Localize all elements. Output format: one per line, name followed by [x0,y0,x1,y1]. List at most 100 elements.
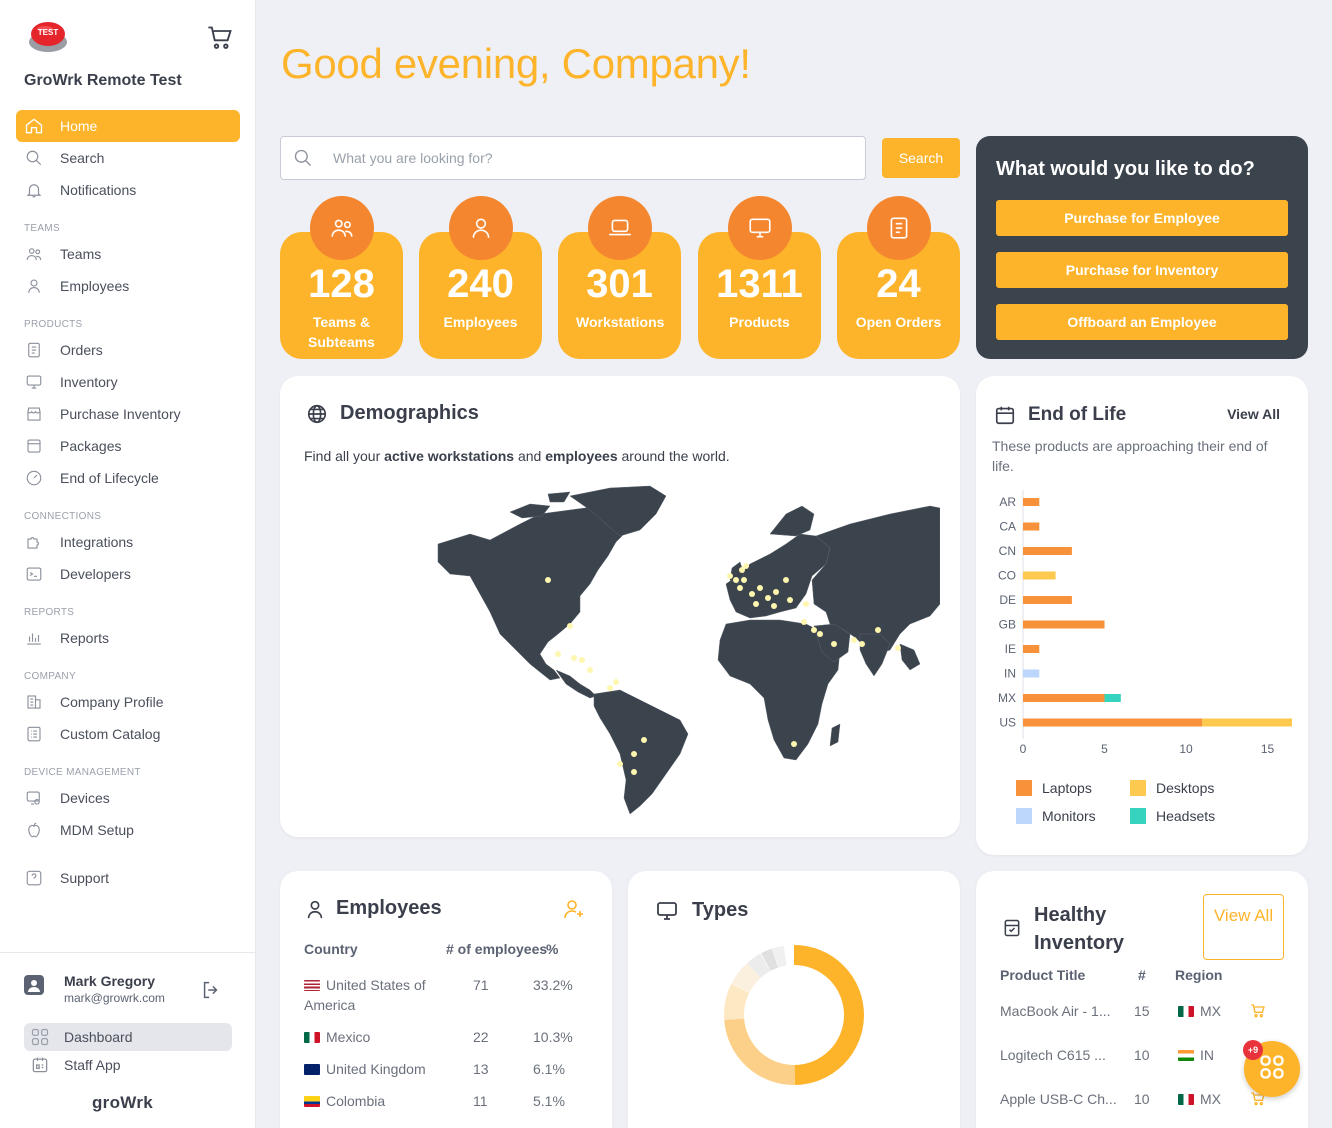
app-staff[interactable]: Staff App [24,1051,232,1079]
sidebar: TEST GroWrk Remote Test Home Search Noti… [0,0,256,1128]
employee-percent: 5.1% [533,1093,565,1109]
user-icon [304,897,326,926]
offboard-employee-button[interactable]: Offboard an Employee [996,304,1288,340]
sidebar-item-reports[interactable]: Reports [16,622,240,654]
company-logo: TEST [28,20,68,54]
sidebar-item-label: Custom Catalog [60,726,161,742]
sidebar-item-orders[interactable]: Orders [16,334,240,366]
sidebar-item-label: Search [60,150,105,166]
stat-value: 240 [447,262,514,306]
demographics-title: Demographics [340,402,479,424]
y-tick-label: AR [999,495,1016,509]
sidebar-item-label: Teams [60,246,102,262]
sidebar-item-end-of-lifecycle[interactable]: End of Lifecycle [16,462,240,494]
sidebar-item-home[interactable]: Home [16,110,240,142]
sidebar-item-employees[interactable]: Employees [16,270,240,302]
monitor-icon [24,372,44,392]
employees-card: Employees Country # of employees % Unite… [280,871,612,1128]
legend-swatch [1130,780,1146,796]
legend-label: Headsets [1156,808,1216,824]
bar-headsets [1104,694,1121,702]
sidebar-item-search[interactable]: Search [16,142,240,174]
table-row[interactable]: United Kingdom [304,1059,444,1079]
logout-icon[interactable] [200,979,222,1001]
x-tick-label: 15 [1261,742,1275,756]
sidebar-item-packages[interactable]: Packages [16,430,240,462]
column-header-employees: # of employees [446,941,548,957]
sidebar-item-label: Purchase Inventory [60,406,181,422]
stat-card[interactable]: 240 Employees [419,196,542,359]
search-field[interactable] [280,136,866,180]
stat-value: 301 [586,262,653,306]
sidebar-item-label: Developers [60,566,131,582]
add-user-icon[interactable] [562,897,586,926]
stat-card[interactable]: 301 Workstations [558,196,681,359]
legend-item[interactable]: Laptops [1016,780,1092,796]
section-label-teams: TEAMS [24,223,60,234]
stat-card[interactable]: 128 Teams & Subteams [280,196,403,359]
laptop-icon [588,196,652,260]
legend-item[interactable]: Desktops [1130,780,1214,796]
legend-swatch [1016,780,1032,796]
sidebar-item-notifications[interactable]: Notifications [16,174,240,206]
legend-item[interactable]: Headsets [1130,808,1215,824]
sidebar-item-devices[interactable]: Devices [16,782,240,814]
monitor-icon [728,196,792,260]
donut-segment [724,945,864,1085]
sidebar-item-teams[interactable]: Teams [16,238,240,270]
sidebar-item-integrations[interactable]: Integrations [16,526,240,558]
sidebar-item-custom-catalog[interactable]: Custom Catalog [16,718,240,750]
help-icon [24,868,44,888]
employee-count: 13 [473,1061,489,1077]
product-region: IN [1178,1045,1214,1065]
donut-segment [724,945,864,1085]
company-name: GroWrk Remote Test [24,72,182,89]
product-count: 10 [1134,1091,1150,1107]
globe-icon [306,403,328,430]
sidebar-item-label: Home [60,118,98,134]
sidebar-item-mdm-setup[interactable]: MDM Setup [16,814,240,846]
bar-laptops [1023,547,1072,555]
y-tick-label: MX [998,691,1016,705]
table-row[interactable]: United States of America [304,975,444,1015]
sidebar-item-inventory[interactable]: Inventory [16,366,240,398]
world-map[interactable] [430,484,940,814]
end-of-life-view-all-link[interactable]: View All [1227,406,1280,422]
sidebar-item-purchase-inventory[interactable]: Purchase Inventory [16,398,240,430]
sidebar-item-label: Reports [60,630,110,646]
flag-icon [1178,1094,1194,1105]
cart-icon[interactable] [1250,1003,1266,1024]
bar-laptops [1023,645,1040,653]
flag-icon [1178,1050,1194,1061]
purchase-for-inventory-button[interactable]: Purchase for Inventory [996,252,1288,288]
app-dashboard[interactable]: Dashboard [24,1023,232,1051]
clipboard-icon [24,340,44,360]
stat-value: 1311 [716,262,803,306]
legend-item[interactable]: Monitors [1016,808,1096,824]
sidebar-item-developers[interactable]: Developers [16,558,240,590]
user-name: Mark Gregory [64,973,156,989]
stat-card[interactable]: 24 Open Orders [837,196,960,359]
section-label-device-management: DEVICE MANAGEMENT [24,767,141,778]
legend-swatch [1016,808,1032,824]
apple-icon [24,820,44,840]
sidebar-item-company-profile[interactable]: Company Profile [16,686,240,718]
section-label-products: PRODUCTS [24,319,83,330]
table-row[interactable]: Mexico [304,1027,444,1047]
employee-count: 11 [473,1093,488,1109]
cart-icon[interactable] [206,24,234,52]
stat-card[interactable]: 1311 Products [698,196,821,359]
puzzle-icon [24,532,44,552]
store-icon [24,404,44,424]
table-row[interactable]: Colombia [304,1091,444,1111]
avatar[interactable] [24,975,44,995]
search-input[interactable] [333,150,833,166]
app-label: Staff App [64,1057,121,1073]
x-tick-label: 10 [1179,742,1193,756]
search-button[interactable]: Search [882,138,960,178]
sidebar-item-support[interactable]: Support [16,862,240,894]
sidebar-item-label: Company Profile [60,694,164,710]
purchase-for-employee-button[interactable]: Purchase for Employee [996,200,1288,236]
bar-monitors [1023,669,1040,678]
healthy-inventory-view-all-button[interactable]: View All [1203,894,1284,960]
